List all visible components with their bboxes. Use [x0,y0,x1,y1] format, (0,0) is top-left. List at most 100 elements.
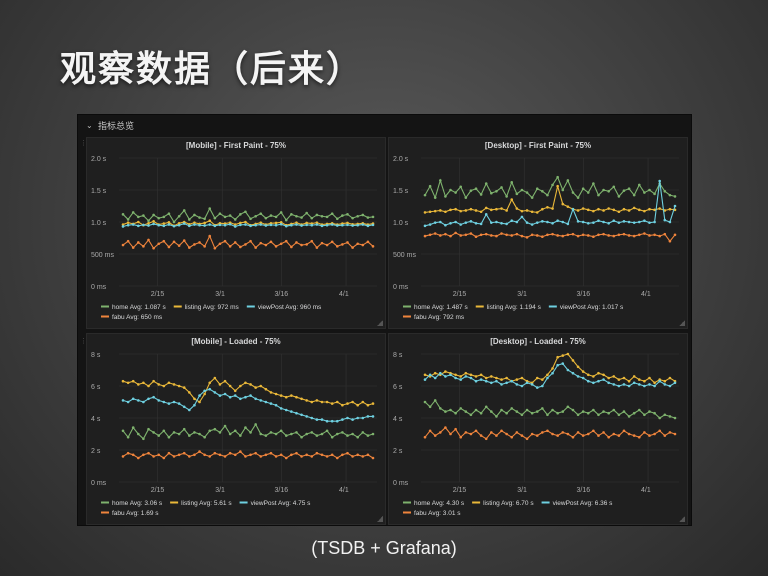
data-point [474,375,478,378]
data-point [454,207,457,211]
data-point [320,453,324,457]
data-point [449,408,452,412]
dashboard-row-header[interactable]: ⌄ 指标总览 [78,115,691,137]
data-point [495,189,498,193]
data-point [264,224,268,227]
data-point [300,224,303,227]
data-point [295,241,298,244]
data-point [510,219,514,223]
resize-handle-icon[interactable] [377,516,383,522]
drag-handle-icon[interactable]: ⋮ [80,338,87,345]
data-point [535,187,539,191]
panel-title[interactable]: [Desktop] - First Paint - 75% [484,141,592,150]
data-point [131,223,135,226]
data-point [592,221,595,224]
data-point [177,384,181,388]
panel-desktop-first-paint[interactable]: [Desktop] - First Paint - 75% 2.0 s 1.5 s… [388,137,688,329]
data-point [254,386,257,389]
data-point [673,432,677,436]
data-point [203,389,206,393]
series-line-fabu [424,426,676,440]
data-point [203,453,206,457]
data-point [126,435,130,439]
data-point [627,234,631,237]
data-point [576,431,580,434]
data-point [244,381,247,385]
data-point [535,434,539,437]
data-point [648,221,651,224]
data-point [152,220,155,223]
data-point [167,223,171,226]
resize-handle-icon[interactable] [377,320,383,326]
data-point [325,419,329,423]
panel-title[interactable]: [Desktop] - Loaded - 75% [490,337,586,346]
data-point [356,242,359,246]
data-point [495,415,498,418]
data-point [658,207,661,210]
data-point [315,434,319,437]
data-point [520,188,524,192]
data-point [341,223,344,227]
data-point [668,207,672,211]
data-point [264,434,268,437]
resize-handle-icon[interactable] [679,516,685,522]
data-point [607,376,610,380]
data-point [371,223,375,227]
data-point [330,240,334,244]
data-point [351,224,354,227]
data-point [193,213,196,217]
data-point [218,242,222,246]
panel-desktop-loaded[interactable]: [Desktop] - Loaded - 75% 8 s 6 s 4 s 2 s 0 m… [388,333,688,525]
data-point [439,431,442,434]
data-point [617,195,621,198]
x-tick-label: 3/1 [215,487,225,494]
data-point [520,413,524,417]
data-point [469,432,473,436]
data-point [423,211,427,214]
data-point [673,195,677,198]
panel-title[interactable]: [Mobile] - Loaded - 75% [191,337,281,346]
data-point [182,451,186,455]
data-point [535,211,539,214]
data-point [433,371,437,375]
data-point [648,188,651,192]
data-point [300,455,303,458]
data-point [556,184,559,188]
data-point [586,208,590,212]
data-point [566,179,570,182]
data-point [269,214,273,217]
data-point [274,245,278,248]
data-point [484,182,488,185]
data-point [157,216,161,220]
data-point [617,378,621,381]
drag-handle-icon[interactable]: ⋮ [80,140,87,147]
x-tick-label: 2/15 [453,291,467,298]
chevron-down-icon[interactable]: ⌄ [86,121,93,130]
data-point [279,407,283,410]
series-line-home [122,423,374,440]
legend-item-viewPost: viewPost Avg: 1.017 s [560,304,624,311]
data-point [530,383,534,386]
data-point [310,216,314,220]
resize-handle-icon[interactable] [679,320,685,326]
data-point [551,432,554,436]
panel-title[interactable]: [Mobile] - First Paint - 75% [185,141,286,150]
data-point [305,415,308,418]
x-tick-label: 3/16 [577,291,591,298]
data-point [469,232,473,235]
data-point [361,213,365,217]
data-point [663,232,667,236]
data-point [167,212,171,215]
data-point [566,222,570,226]
data-point [597,371,600,375]
data-point [218,223,222,227]
data-point [592,182,595,185]
panel-mobile-loaded[interactable]: [Mobile] - Loaded - 75% 8 s 6 s 4 s 2 s 0 ms… [86,333,386,525]
panel-mobile-first-paint[interactable]: [Mobile] - First Paint - 75% 2.0 s 1.5 s 1… [86,137,386,329]
data-point [264,453,268,457]
data-point [535,234,539,237]
data-point [361,455,365,458]
data-point [147,224,150,227]
data-point [459,378,463,381]
y-tick-label: 8 s [393,352,403,359]
